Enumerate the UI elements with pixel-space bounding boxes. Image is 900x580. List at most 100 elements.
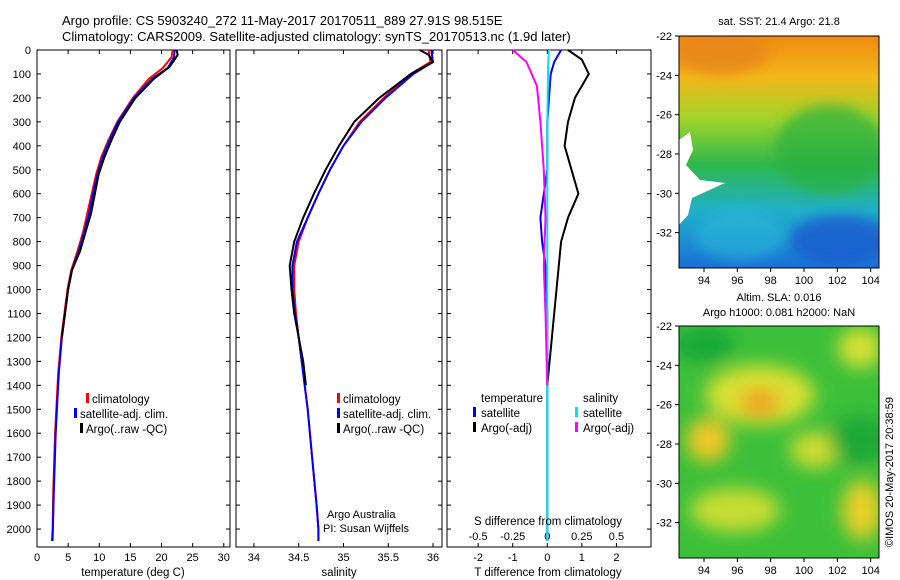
sla-heatmap bbox=[679, 326, 879, 558]
map-y-tick-label: -26 bbox=[656, 110, 672, 122]
legend-swatch-temp-argo bbox=[473, 422, 476, 432]
map-y-tick-label: -24 bbox=[656, 360, 672, 372]
x-tick-label: 36 bbox=[427, 552, 439, 564]
map-x-tick-label: 98 bbox=[765, 565, 777, 577]
map-y-tick-label: -22 bbox=[656, 31, 672, 43]
sla-yellow-blob bbox=[690, 488, 780, 532]
map-x-tick-label: 102 bbox=[828, 275, 846, 287]
depth-tick-label: 1900 bbox=[7, 500, 31, 512]
legend-swatch-temp-satellite bbox=[473, 407, 476, 417]
map-x-tick-label: 100 bbox=[795, 565, 813, 577]
depth-tick-label: 300 bbox=[13, 117, 31, 129]
sla-map-title-line2: Argo h1000: 0.081 h2000: NaN bbox=[703, 307, 855, 319]
depth-tick-label: 800 bbox=[13, 237, 31, 249]
x-tick-label: 34.5 bbox=[288, 552, 309, 564]
institution-line2: PI: Susan Wijffels bbox=[323, 523, 409, 535]
imos-credit: ©IMOS 20-May-2017 20:38:59 bbox=[884, 397, 896, 547]
salinity-legend: climatology satellite-adj. clim. Argo(..… bbox=[337, 393, 431, 436]
depth-tick-label: 100 bbox=[13, 69, 31, 81]
temperature-panel-frame bbox=[36, 49, 231, 548]
salinity-axis-label: salinity bbox=[321, 567, 356, 579]
depth-tick-label: 2000 bbox=[7, 524, 31, 536]
temperature-profile-plot: 0 5 10 15 20 25 30 bbox=[34, 49, 230, 564]
map-x-tick-label: 100 bbox=[795, 275, 813, 287]
map-y-tick-label: -30 bbox=[656, 188, 672, 200]
sla-yellow-blob bbox=[686, 418, 730, 462]
map-x-tick-label: 104 bbox=[861, 275, 879, 287]
x-tick-label: 10 bbox=[93, 552, 105, 564]
series-line-satellite-adj-clim bbox=[291, 49, 434, 541]
legend-swatch-sal-satellite bbox=[575, 407, 578, 417]
sst-green-patch bbox=[775, 105, 879, 195]
salinity-panel-frame bbox=[235, 49, 443, 548]
map-y-tick-label: -28 bbox=[656, 439, 672, 451]
map-x-tick-label: 102 bbox=[828, 565, 846, 577]
depth-tick-label: 600 bbox=[13, 189, 31, 201]
map-y-tick-label: -22 bbox=[656, 321, 672, 333]
x-tick-label: 15 bbox=[124, 552, 136, 564]
sst-cyan-patch bbox=[695, 210, 785, 260]
series-line-salinity-argo-adj bbox=[512, 49, 549, 386]
map-y-tick-label: -28 bbox=[656, 149, 672, 161]
legend-swatch-climatology bbox=[337, 393, 340, 403]
map-x-tick-label: 94 bbox=[698, 565, 710, 577]
sst-blue-patch bbox=[790, 215, 879, 265]
sst-map-ticks: 94 96 98 100 102 104 -22 -24 -26 -28 -30 -32 bbox=[656, 31, 880, 287]
series-line-satellite-adj-clim bbox=[51, 49, 176, 542]
sla-orange-blob bbox=[740, 389, 780, 417]
temperature-axis-label: temperature (deg C) bbox=[81, 567, 185, 579]
legend-label-sal-satellite: satellite bbox=[583, 408, 622, 420]
temperature-legend: climatology satellite-adj. clim. Argo(..… bbox=[74, 393, 168, 436]
depth-tick-label: 0 bbox=[25, 45, 31, 57]
x-tick-label: 35 bbox=[337, 552, 349, 564]
legend-swatch-sal-argo bbox=[575, 422, 578, 432]
series-line-argo-raw-qc bbox=[60, 49, 179, 338]
x-tick-label: 0 bbox=[34, 552, 40, 564]
sst-no-data-patch bbox=[679, 132, 725, 225]
x-tick-label: 2 bbox=[613, 552, 619, 564]
depth-tick-label: 200 bbox=[13, 93, 31, 105]
series-line-temperature-argo-adj bbox=[546, 49, 590, 386]
sst-warm-patch bbox=[679, 36, 770, 74]
depth-tick-label: 500 bbox=[13, 165, 31, 177]
difference-panel-frame bbox=[446, 49, 652, 548]
sst-heatmap bbox=[679, 36, 879, 268]
depth-tick-label: 1800 bbox=[7, 476, 31, 488]
legend-heading-salinity: salinity bbox=[583, 393, 618, 405]
legend-swatch-argo bbox=[80, 423, 83, 433]
sla-yellow-blob bbox=[790, 432, 840, 468]
s-difference-tick-label: -0.5 bbox=[469, 531, 488, 543]
depth-tick-label: 1700 bbox=[7, 452, 31, 464]
s-difference-tick-label: 0.5 bbox=[609, 531, 624, 543]
legend-label-satellite: satellite-adj. clim. bbox=[80, 409, 168, 421]
x-tick-label: 30 bbox=[218, 552, 230, 564]
sla-yellow-blob bbox=[838, 328, 879, 368]
figure-title-line2: Climatology: CARS2009. Satellite-adjuste… bbox=[62, 29, 571, 44]
legend-label-argo: Argo(..raw -QC) bbox=[86, 424, 167, 436]
sla-yellow-blob bbox=[842, 480, 879, 540]
legend-label-temp-argo: Argo(-adj) bbox=[481, 423, 532, 435]
difference-profile-plot: -2 -1 0 1 2-0.5 -0.25 0 0.25 0.5 bbox=[447, 49, 651, 564]
depth-tick-label: 1400 bbox=[7, 380, 31, 392]
series-line-salinity-satellite bbox=[546, 49, 550, 541]
series-line-climatology bbox=[50, 49, 174, 542]
map-y-tick-label: -32 bbox=[656, 228, 672, 240]
x-tick-label: 35.5 bbox=[378, 552, 399, 564]
map-x-tick-label: 94 bbox=[698, 275, 710, 287]
figure-title-line1: Argo profile: CS 5903240_272 11-May-2017… bbox=[62, 13, 503, 28]
depth-tick-label: 1300 bbox=[7, 356, 31, 368]
legend-label-climatology: climatology bbox=[343, 394, 401, 406]
sla-green-blob bbox=[830, 415, 879, 465]
x-tick-label: 1 bbox=[579, 552, 585, 564]
sla-map-frame bbox=[678, 325, 880, 559]
s-difference-axis-label: S difference from climatology bbox=[474, 516, 622, 528]
series-line-argo-raw-qc bbox=[288, 49, 434, 386]
legend-label-satellite: satellite-adj. clim. bbox=[343, 409, 431, 421]
salinity-profile-plot: 34 34.5 35 35.5 36 bbox=[236, 49, 442, 564]
t-difference-axis-label: T difference from climatology bbox=[474, 567, 621, 579]
depth-tick-label: 1100 bbox=[7, 308, 31, 320]
sst-map-frame bbox=[678, 35, 880, 269]
x-tick-label: 20 bbox=[155, 552, 167, 564]
difference-legend: temperature salinity satellite Argo(-adj… bbox=[473, 393, 634, 435]
